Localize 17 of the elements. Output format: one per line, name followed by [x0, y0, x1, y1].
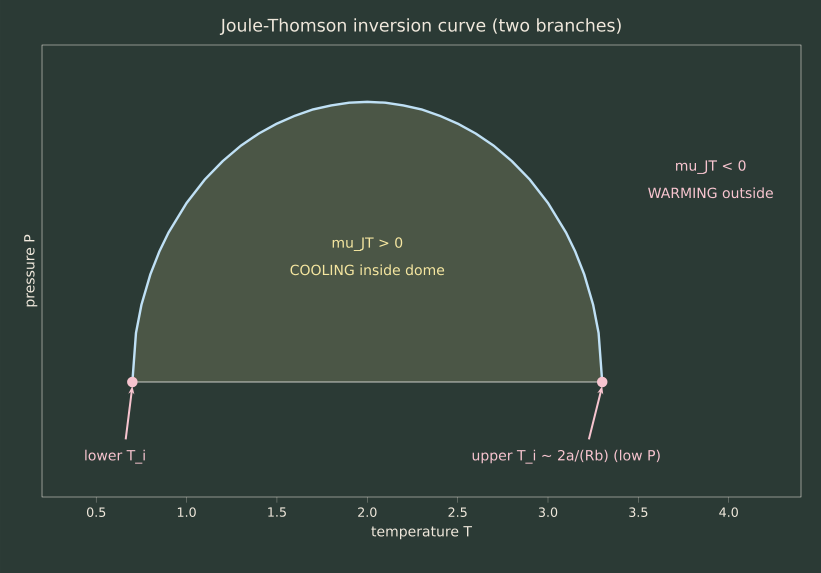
x-tick-label: 3.5: [629, 507, 648, 517]
x-tick-label: 2.5: [448, 507, 467, 517]
annotation: mu_JT < 0: [676, 160, 746, 174]
x-tick-label: 0.5: [86, 507, 106, 517]
x-tick-label: 4.0: [719, 507, 738, 517]
y-axis-title: pressure P: [24, 234, 38, 306]
annotation: upper T_i ~ 2a/(Rb) (low P): [472, 450, 660, 464]
x-tick-label: 2.0: [358, 507, 377, 517]
annotation: mu_JT > 0: [332, 237, 402, 251]
x-tick-label: 1.0: [178, 507, 196, 517]
x-axis-title: temperature T: [371, 526, 472, 540]
annotation: COOLING inside dome: [290, 264, 444, 276]
annotation: WARMING outside: [648, 187, 773, 198]
x-tick-label: 3.0: [538, 507, 558, 517]
x-tick-label: 1.5: [268, 507, 286, 517]
annotation: lower T_i: [85, 450, 145, 464]
chart-title: Joule-Thomson inversion curve (two branches): [220, 18, 621, 35]
